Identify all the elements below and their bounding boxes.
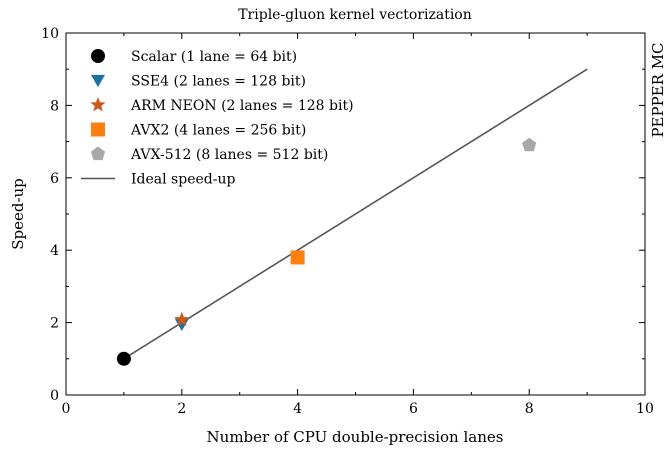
y-axis-label: Speed-up (9, 178, 27, 250)
legend-marker (90, 146, 106, 161)
y-tick-label: 4 (50, 243, 59, 259)
y-tick-label: 6 (50, 171, 59, 187)
data-point (116, 351, 131, 366)
legend-marker (90, 97, 106, 112)
legend-label: Scalar (1 lane = 64 bit) (131, 49, 297, 65)
legend: Scalar (1 lane = 64 bit) SSE4 (2 lanes = … (81, 49, 354, 188)
x-tick-label: 6 (409, 401, 418, 417)
x-tick-label: 0 (62, 401, 71, 417)
side-label: PEPPER MC (649, 42, 667, 137)
legend-marker (91, 122, 105, 137)
y-tick-label: 10 (41, 26, 59, 42)
x-tick-label: 10 (636, 401, 654, 417)
y-tick-label: 2 (50, 316, 59, 332)
legend-label: ARM NEON (2 lanes = 128 bit) (130, 98, 354, 114)
data-point (290, 250, 305, 265)
legend-label: SSE4 (2 lanes = 128 bit) (131, 74, 306, 90)
y-tick-label: 8 (50, 98, 59, 114)
chart-title: Triple-gluon kernel vectorization (238, 7, 472, 23)
plot-area: 0 2 4 6 8 10 0 2 4 6 8 10 (41, 26, 654, 417)
x-tick-label: 2 (177, 401, 186, 417)
data-point (522, 137, 537, 152)
data-point (174, 311, 190, 327)
legend-marker (91, 49, 105, 63)
legend-marker (91, 74, 105, 88)
legend-label: Ideal speed-up (131, 172, 235, 188)
x-axis-label: Number of CPU double-precision lanes (207, 428, 504, 446)
legend-label: AVX-512 (8 lanes = 512 bit) (130, 147, 328, 163)
ideal-speedup-line (123, 68, 588, 360)
y-tick-label: 0 (50, 388, 59, 404)
x-tick-label: 8 (525, 401, 534, 417)
x-tick-label: 4 (293, 401, 302, 417)
legend-label: AVX2 (4 lanes = 256 bit) (130, 123, 306, 139)
